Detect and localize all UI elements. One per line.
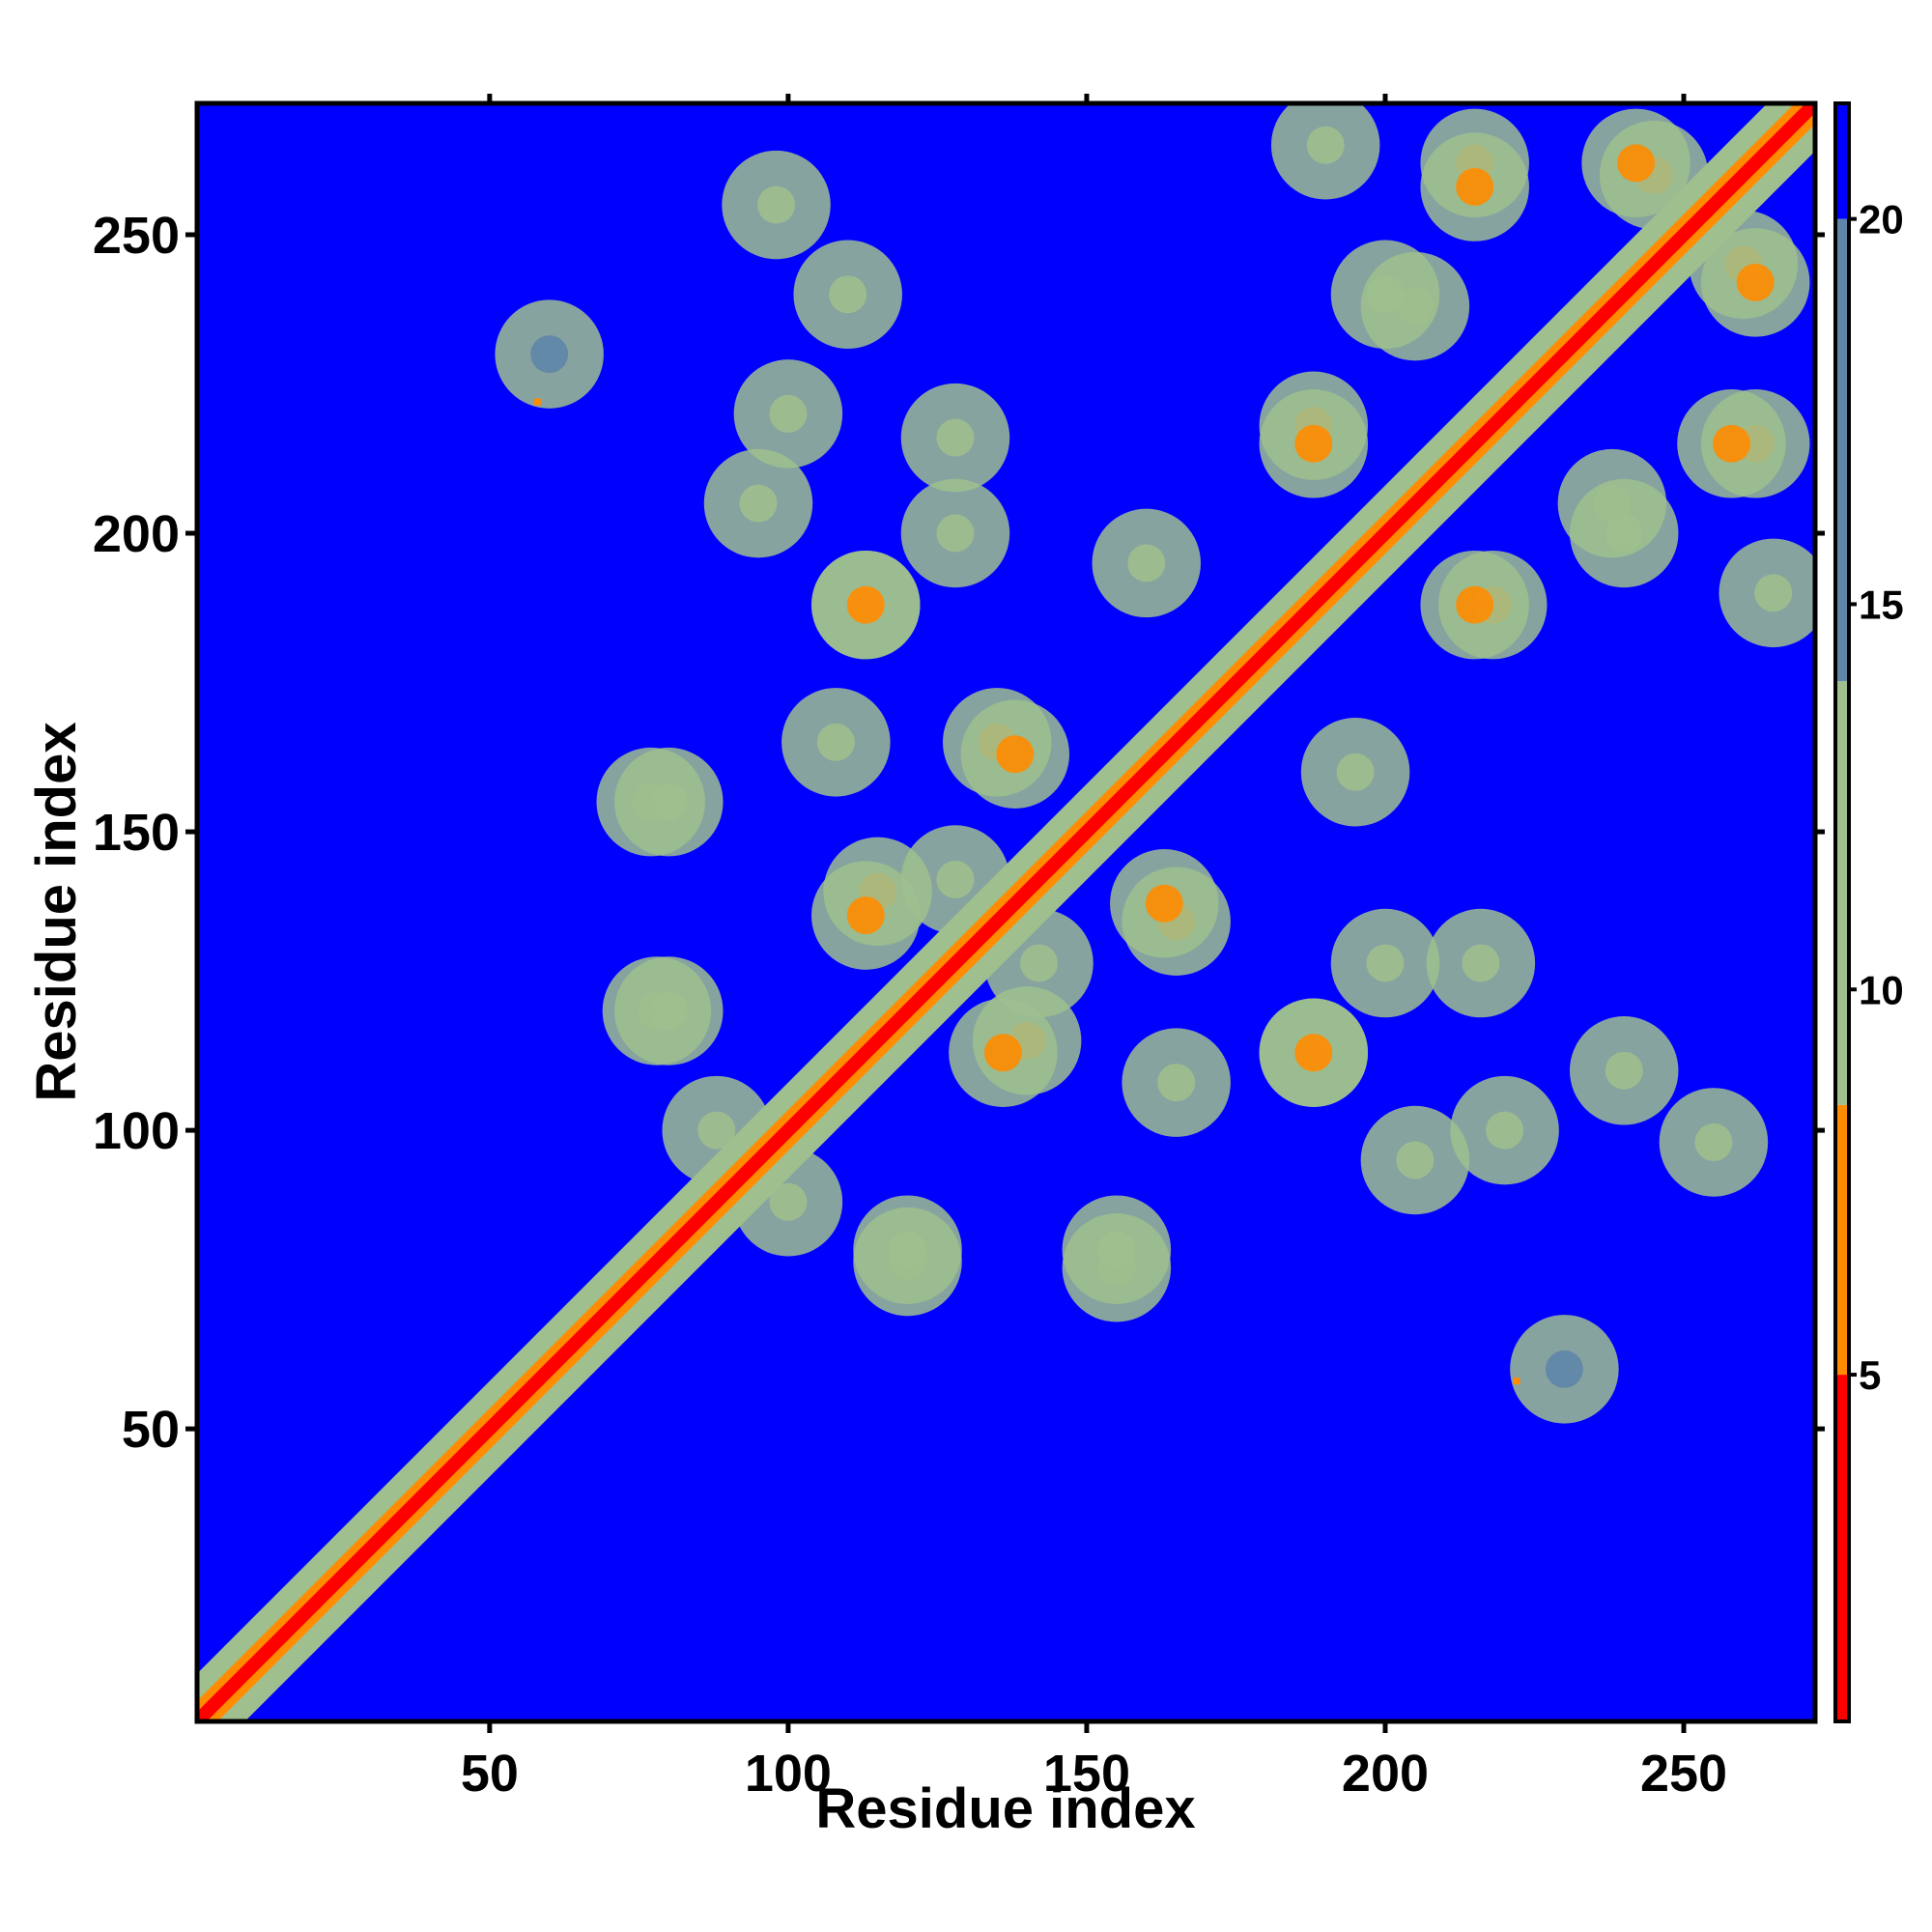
- contact-blob-core: [1754, 574, 1793, 612]
- contact-blob-core: [1456, 585, 1494, 624]
- contact-blob-core: [1157, 1064, 1196, 1102]
- contact-blob-core: [829, 275, 867, 314]
- contact-blob-core: [632, 782, 670, 821]
- y-tick-label: 200: [93, 505, 180, 563]
- contact-blob-core: [769, 394, 808, 433]
- plot-frame: [194, 100, 1818, 1724]
- contact-blob-core: [530, 335, 569, 374]
- colorbar-tick-label: 15: [1859, 582, 1904, 627]
- x-tick-label: 100: [745, 1745, 832, 1803]
- contact-blob-core: [1545, 1350, 1583, 1388]
- contact-blob-core: [1396, 287, 1435, 326]
- contact-blob-core: [1396, 1141, 1435, 1179]
- colorbar-segment: [1835, 103, 1849, 219]
- x-tick-label: 150: [1043, 1745, 1130, 1803]
- contact-blob-core: [1020, 944, 1058, 982]
- contact-blob-core: [1486, 1111, 1524, 1150]
- contact-blob-core: [1712, 424, 1750, 463]
- contact-blob-core: [1456, 168, 1494, 207]
- isolated-contact: [533, 398, 541, 406]
- contact-blob-core: [996, 735, 1035, 774]
- contact-blob-core: [1605, 1051, 1643, 1090]
- contact-blob-core: [816, 723, 855, 761]
- axes: 50 100 150 200 250 50 100 150 200 250: [93, 94, 1727, 1803]
- y-tick-label: 50: [122, 1401, 180, 1459]
- contact-blob-core: [1145, 884, 1183, 923]
- contact-blob-core: [983, 1034, 1022, 1072]
- colorbar-segment: [1835, 1375, 1849, 1721]
- colorbar-segment: [1835, 681, 1849, 1105]
- contact-blob-core: [936, 514, 975, 553]
- contact-blob-core: [769, 1182, 808, 1221]
- colorbar-tick-label: 20: [1859, 197, 1904, 242]
- contact-blob-core: [1294, 1034, 1333, 1072]
- contact-blob-core: [1366, 944, 1405, 982]
- contact-blob-core: [1336, 753, 1375, 791]
- contact-blob-core: [697, 1111, 736, 1150]
- contact-blob-core: [889, 1242, 926, 1281]
- colorbar: 5 10 15 20: [1815, 101, 1904, 1723]
- x-tick-label: 250: [1640, 1745, 1727, 1803]
- colorbar-segment: [1835, 1104, 1849, 1376]
- contact-blob-core: [846, 896, 885, 935]
- heatmap-area: [197, 103, 1815, 1721]
- contact-blob-core: [936, 418, 975, 457]
- colorbar-tick-label: 5: [1859, 1352, 1881, 1398]
- contact-blob-core: [1294, 424, 1333, 463]
- contact-blob-core: [1593, 484, 1632, 523]
- colorbar-segment: [1835, 218, 1849, 682]
- contact-blob-core: [1736, 263, 1775, 301]
- y-tick-label: 250: [93, 207, 180, 265]
- contact-blob-core: [1127, 544, 1166, 582]
- contact-blob-core: [739, 484, 778, 523]
- colorbar-tick-label: 10: [1859, 967, 1904, 1012]
- contact-blob-core: [936, 861, 975, 898]
- contact-blob-core: [638, 992, 676, 1030]
- contact-blob-core: [846, 585, 885, 624]
- x-tick-label: 200: [1342, 1745, 1429, 1803]
- contact-blob-core: [757, 185, 796, 224]
- x-axis-label: Residue index: [815, 1777, 1195, 1840]
- diagonal-core: [197, 103, 1815, 1721]
- y-tick-label: 100: [93, 1102, 180, 1160]
- contact-blob-core: [1694, 1122, 1733, 1161]
- contact-blob-core: [1097, 1248, 1136, 1287]
- contact-blob-core: [1306, 126, 1345, 164]
- contact-blob-core: [1617, 144, 1656, 183]
- x-tick-label: 50: [461, 1745, 519, 1803]
- colorbar-frame: [1833, 101, 1851, 1723]
- y-axis-label: Residue index: [25, 722, 88, 1101]
- contact-blob-core: [1462, 944, 1500, 982]
- isolated-contact: [1513, 1378, 1520, 1385]
- y-tick-label: 150: [93, 804, 180, 862]
